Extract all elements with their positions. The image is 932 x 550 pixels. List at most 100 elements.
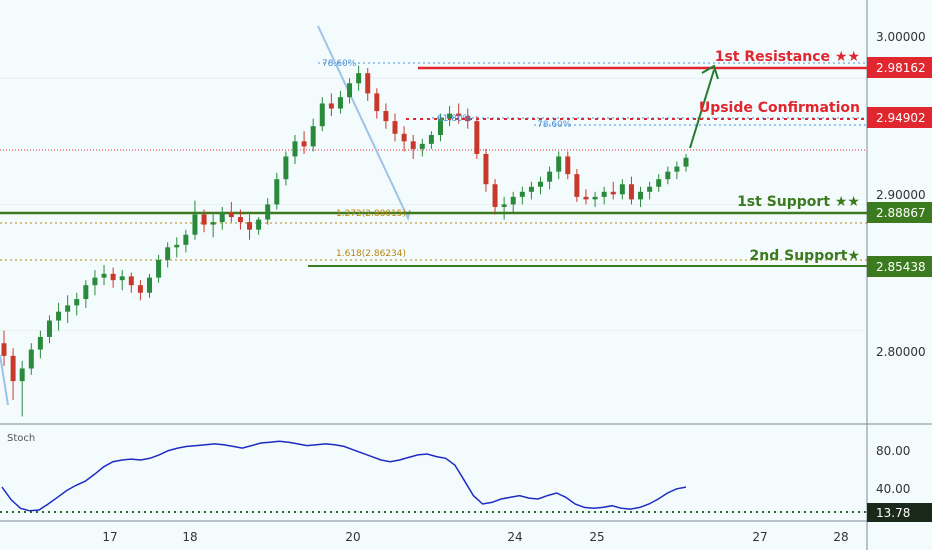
candle-body (501, 204, 507, 207)
price-tick: 3.00000 (876, 30, 926, 44)
candle-body (165, 247, 171, 260)
candle-body (192, 214, 198, 235)
stoch-label: Stoch (7, 433, 35, 444)
candle-body (638, 191, 644, 200)
candle-body (519, 191, 525, 197)
date-tick: 17 (102, 530, 117, 544)
candle-body (265, 204, 271, 220)
date-tick: 28 (833, 530, 848, 544)
candle-body (28, 349, 34, 369)
candle-body (565, 156, 571, 175)
candle-body (474, 121, 480, 154)
resistance-1-price: 2.98162 (876, 61, 926, 75)
candle-body (465, 116, 471, 122)
candle-body (101, 273, 107, 278)
candle-body (401, 133, 407, 142)
candle-body (574, 174, 580, 197)
candle-body (492, 184, 498, 207)
candle-body (610, 191, 616, 195)
support-2-price: 2.85438 (876, 260, 926, 274)
candle-body (156, 259, 162, 278)
price-tick: 2.90000 (876, 188, 926, 202)
stoch-level-badge (867, 503, 932, 522)
candle-body (392, 121, 398, 134)
date-tick: 27 (752, 530, 767, 544)
fib-projection-line-left (0, 354, 9, 406)
candle-body (656, 179, 662, 187)
candle-body (137, 285, 143, 293)
candle-body (538, 181, 544, 187)
upside-confirmation-annotation: Upside Confirmation (699, 100, 860, 116)
candle-body (683, 157, 689, 167)
candle-body (347, 83, 353, 98)
candle-body (83, 285, 89, 300)
candle-body (619, 184, 625, 195)
support-1-price: 2.88867 (876, 206, 926, 220)
stoch-tick: 80.00 (876, 444, 910, 458)
fib-label: 1.618(2.86234) (336, 249, 406, 259)
stoch-line (1, 440, 687, 512)
candle-body (601, 191, 607, 197)
candle-body (110, 273, 116, 281)
candle-body (647, 186, 653, 192)
candle-body (174, 244, 180, 248)
candle-body (237, 217, 243, 223)
upside-arrow-head (701, 64, 719, 80)
candle-body (592, 196, 598, 200)
candle-body (665, 171, 671, 180)
grid (0, 77, 867, 332)
candle-body (483, 153, 489, 185)
stoch-level-value: 13.78 (876, 506, 910, 520)
candle-body (92, 277, 98, 286)
candle-body (183, 234, 189, 245)
candle-body (56, 311, 62, 321)
candle-body (119, 276, 125, 281)
support-1-annotation: 1st Support ★★ (737, 194, 860, 210)
stoch-tick: 40.00 (876, 482, 910, 496)
candles (1, 65, 689, 417)
candle-body (128, 276, 134, 286)
candle-body (74, 299, 80, 306)
price-tick: 2.80000 (876, 345, 926, 359)
candle-body (447, 113, 453, 119)
candle-body (547, 171, 553, 182)
candle-body (674, 166, 680, 172)
fib-label: 1.272(2.88015) (336, 209, 406, 219)
resistance-1-annotation: 1st Resistance ★★ (715, 49, 860, 65)
candle-body (256, 219, 262, 230)
candle-body (410, 141, 416, 149)
date-tick: 25 (589, 530, 604, 544)
resistance-1-badge (867, 57, 932, 78)
candle-body (374, 93, 380, 112)
fib-label: 78.60% (537, 120, 572, 130)
date-tick: 20 (345, 530, 360, 544)
candle-body (356, 73, 362, 84)
candle-body (510, 196, 516, 205)
support-2-annotation: 2nd Support★ (750, 248, 860, 264)
candle-body (247, 222, 253, 230)
candle-body (337, 97, 343, 109)
candle-body (428, 135, 434, 144)
candle-body (456, 113, 462, 117)
candle-body (419, 143, 425, 149)
candle-body (301, 141, 307, 147)
candle-body (583, 196, 589, 200)
fib-label: 61.80% (437, 114, 472, 124)
candle-body (283, 156, 289, 180)
candle-body (328, 103, 334, 109)
candle-body (201, 214, 207, 225)
candle-body (556, 156, 562, 172)
candle-body (10, 355, 16, 382)
candle-body (65, 305, 71, 312)
candle-body (210, 222, 216, 225)
candle-body (365, 73, 371, 94)
candle-body (292, 141, 298, 157)
candle-body (310, 126, 316, 147)
candle-body (228, 212, 234, 218)
candle-body (383, 111, 389, 122)
date-tick: 18 (182, 530, 197, 544)
fib-label: 78.60% (322, 59, 357, 69)
upside-confirmation-badge (867, 107, 932, 128)
candle-body (437, 118, 443, 136)
